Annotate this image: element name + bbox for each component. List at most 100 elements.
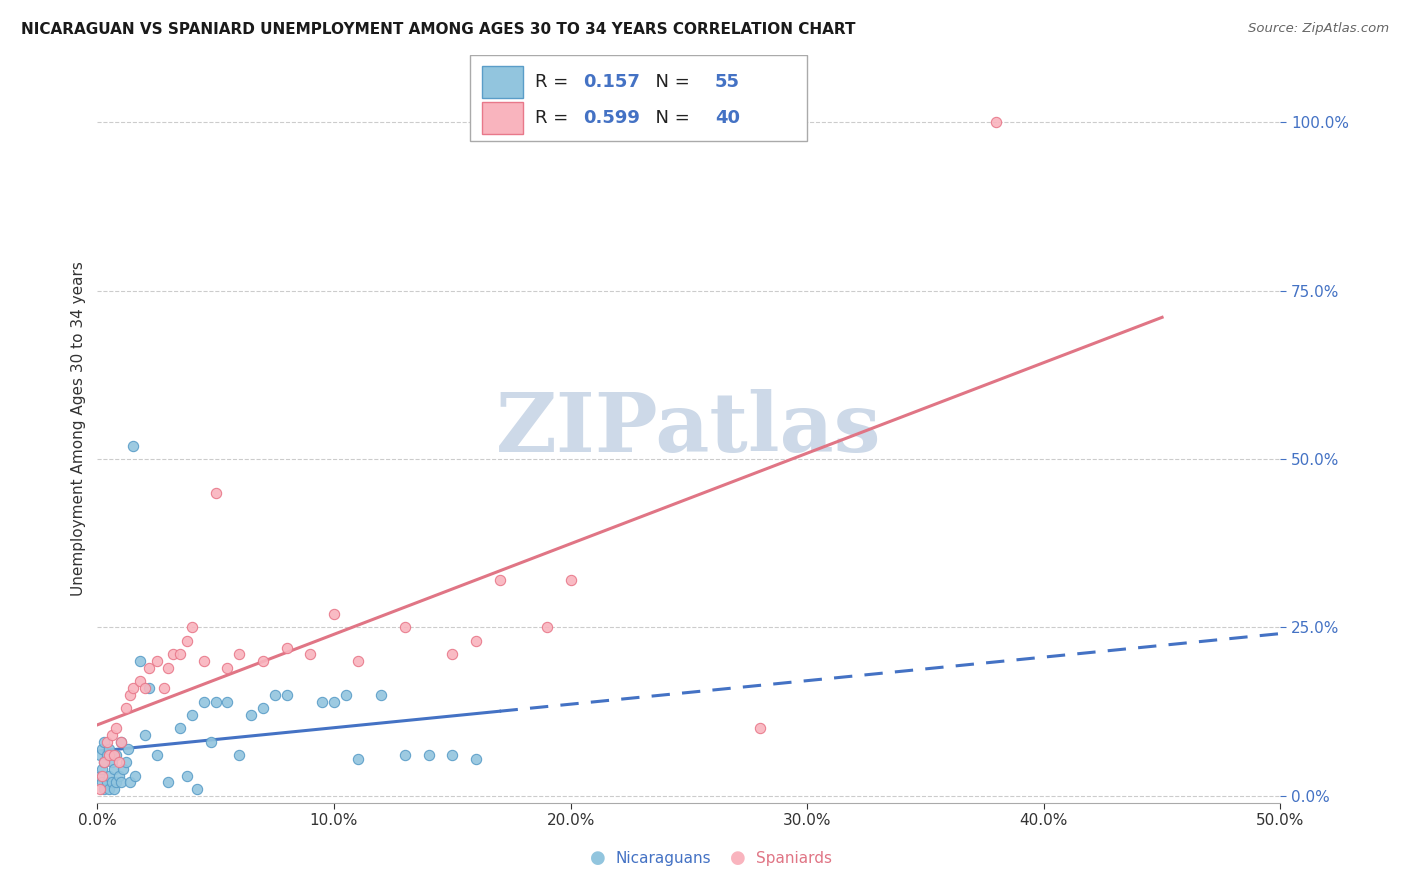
Point [464, 752, 486, 766]
Point [107, 755, 129, 769]
Text: N =: N = [644, 73, 696, 91]
Point [276, 688, 298, 702]
Point [464, 634, 486, 648]
Text: R =: R = [536, 73, 574, 91]
Point [107, 768, 129, 782]
Point [204, 694, 226, 708]
Text: 55: 55 [714, 73, 740, 91]
Point [346, 654, 368, 668]
Point [124, 768, 146, 782]
Point [93, 755, 115, 769]
Point [560, 574, 582, 588]
Point [335, 688, 357, 702]
Text: Nicaraguans: Nicaraguans [616, 851, 711, 865]
Point [91, 741, 114, 756]
Point [536, 620, 558, 634]
Point [110, 775, 132, 789]
Point [263, 688, 285, 702]
Point [89, 782, 111, 797]
Point [129, 674, 152, 689]
Point [986, 115, 1008, 129]
Point [228, 648, 250, 662]
Point [103, 762, 125, 776]
FancyBboxPatch shape [482, 103, 523, 134]
Point [121, 439, 143, 453]
Point [100, 728, 122, 742]
Point [145, 654, 167, 668]
Text: ●: ● [589, 849, 606, 867]
Point [100, 755, 122, 769]
Point [200, 735, 222, 749]
Point [441, 748, 464, 763]
Point [181, 620, 204, 634]
Point [114, 755, 136, 769]
Point [299, 648, 322, 662]
Point [228, 748, 250, 763]
Point [217, 694, 239, 708]
Point [145, 748, 167, 763]
Point [105, 775, 128, 789]
Point [98, 782, 121, 797]
Point [252, 654, 274, 668]
Point [100, 775, 122, 789]
Point [138, 681, 160, 695]
Point [162, 648, 184, 662]
Point [103, 782, 125, 797]
Point [105, 722, 128, 736]
Point [181, 708, 204, 723]
Point [103, 748, 125, 763]
Point [117, 741, 139, 756]
Point [96, 775, 118, 789]
Point [121, 681, 143, 695]
Point [240, 708, 263, 723]
Text: 40: 40 [714, 109, 740, 127]
Point [93, 735, 115, 749]
Point [112, 762, 135, 776]
Point [157, 661, 180, 675]
Point [138, 661, 160, 675]
Point [169, 722, 191, 736]
Point [748, 722, 770, 736]
Text: NICARAGUAN VS SPANIARD UNEMPLOYMENT AMONG AGES 30 TO 34 YEARS CORRELATION CHART: NICARAGUAN VS SPANIARD UNEMPLOYMENT AMON… [21, 22, 856, 37]
Point [323, 694, 346, 708]
Point [176, 768, 198, 782]
Text: Source: ZipAtlas.com: Source: ZipAtlas.com [1249, 22, 1389, 36]
Point [346, 752, 368, 766]
Point [394, 748, 416, 763]
Point [110, 735, 132, 749]
Point [98, 748, 121, 763]
Point [91, 775, 114, 789]
Point [204, 485, 226, 500]
Point [120, 688, 142, 702]
Point [441, 648, 464, 662]
Point [217, 661, 239, 675]
Text: 0.157: 0.157 [583, 73, 641, 91]
Point [252, 701, 274, 715]
Text: ZIPatlas: ZIPatlas [496, 389, 882, 469]
Text: Spaniards: Spaniards [756, 851, 832, 865]
Point [129, 654, 152, 668]
Point [96, 748, 118, 763]
Point [120, 775, 142, 789]
Point [276, 640, 298, 655]
Point [311, 694, 333, 708]
Text: R =: R = [536, 109, 574, 127]
Y-axis label: Unemployment Among Ages 30 to 34 years: Unemployment Among Ages 30 to 34 years [72, 261, 86, 596]
Point [323, 607, 346, 621]
Point [152, 681, 174, 695]
Point [89, 768, 111, 782]
Point [134, 681, 156, 695]
Point [91, 762, 114, 776]
Point [488, 574, 510, 588]
Point [394, 620, 416, 634]
Point [110, 735, 132, 749]
Point [96, 735, 118, 749]
Point [91, 768, 114, 782]
Point [193, 694, 215, 708]
Point [93, 755, 115, 769]
Text: 0.599: 0.599 [583, 109, 641, 127]
Point [98, 768, 121, 782]
Text: N =: N = [644, 109, 696, 127]
Point [89, 748, 111, 763]
Text: ●: ● [730, 849, 747, 867]
